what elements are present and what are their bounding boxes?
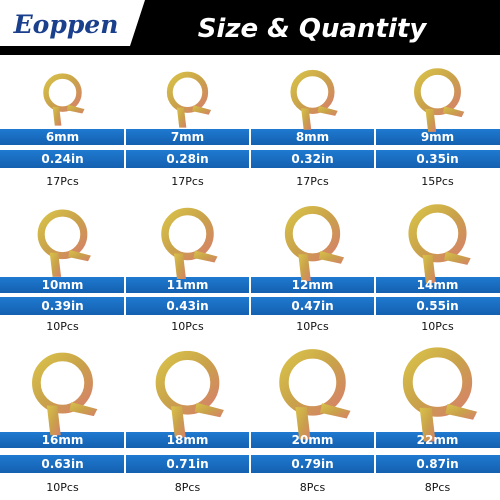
clip-ring	[402, 347, 473, 417]
clip-ring	[32, 352, 93, 414]
brand: Eoppen	[13, 10, 119, 39]
size-mm: 18mm	[167, 433, 209, 447]
clip-image	[402, 347, 478, 442]
clip-tab	[176, 107, 187, 128]
size-mm: 9mm	[421, 130, 454, 144]
quantity: 17Pcs	[46, 175, 79, 188]
size-in: 0.43in	[166, 299, 208, 313]
size-in: 0.79in	[291, 457, 333, 471]
size-mm: 6mm	[46, 130, 79, 144]
clip-tab	[320, 403, 351, 419]
clip-image	[32, 352, 98, 436]
clip-tab	[174, 253, 186, 279]
quantity: 8Pcs	[175, 481, 201, 494]
clip-tab	[317, 105, 338, 116]
clip-image	[161, 207, 218, 279]
clip-tab	[444, 251, 471, 265]
size-in: 0.32in	[291, 152, 333, 166]
size-mm: 20mm	[292, 433, 334, 447]
quantity: 10Pcs	[171, 320, 204, 333]
size-in: 0.55in	[416, 299, 458, 313]
clip-tab	[69, 402, 98, 417]
clip-ring	[414, 68, 461, 116]
clip-tab	[171, 406, 186, 438]
clip-tab	[298, 254, 311, 282]
clip-image	[290, 69, 338, 130]
clip-image	[166, 71, 212, 128]
size-in: 0.47in	[291, 299, 333, 313]
quantity: 8Pcs	[300, 481, 326, 494]
clip-tab	[425, 109, 437, 132]
brand-box	[0, 0, 145, 46]
clip-ring	[43, 73, 82, 112]
size-mm: 11mm	[167, 278, 209, 292]
clip-tab	[68, 249, 91, 262]
clip-tab	[301, 108, 312, 130]
clip-image	[37, 209, 91, 277]
size-mm: 12mm	[292, 278, 334, 292]
clip-tab	[49, 252, 62, 277]
size-mm: 22mm	[417, 433, 459, 447]
clip-ring	[37, 209, 88, 260]
clip-tab	[66, 104, 85, 114]
clip-ring	[155, 350, 220, 415]
clip-ring	[408, 204, 467, 263]
clip-tab	[318, 251, 345, 264]
size-mm: 10mm	[42, 278, 84, 292]
clip-tab	[422, 254, 436, 284]
size-in: 0.87in	[416, 457, 458, 471]
title: Size & Quantity	[198, 14, 428, 44]
quantity: 8Pcs	[425, 481, 451, 494]
size-in: 0.24in	[41, 152, 83, 166]
clip-tab	[192, 105, 212, 115]
quantity: 10Pcs	[296, 320, 329, 333]
clip-image	[279, 349, 351, 440]
size-mm: 8mm	[296, 130, 329, 144]
clip-tab	[295, 407, 311, 440]
clip-tab	[442, 106, 465, 118]
quantity: 15Pcs	[421, 175, 454, 188]
size-mm: 14mm	[417, 278, 459, 292]
clip-tab	[194, 402, 224, 418]
size-mm: 16mm	[42, 433, 84, 447]
size-in: 0.63in	[41, 457, 83, 471]
quantity: 17Pcs	[296, 175, 329, 188]
clip-image	[43, 73, 85, 126]
size-in: 0.28in	[166, 152, 208, 166]
clip-image	[284, 206, 345, 282]
size-mm: 7mm	[171, 130, 204, 144]
clip-tab	[52, 106, 62, 126]
clip-ring	[290, 69, 335, 115]
size-in: 0.39in	[41, 299, 83, 313]
quantity: 17Pcs	[171, 175, 204, 188]
clip-ring	[279, 349, 346, 416]
quantity: 10Pcs	[421, 320, 454, 333]
clip-image	[408, 204, 471, 284]
clip-ring	[284, 206, 341, 262]
clip-tab	[419, 407, 436, 442]
quantity: 10Pcs	[46, 320, 79, 333]
clip-image	[155, 350, 224, 438]
clip-tab	[193, 250, 218, 263]
items-grid: 6mm 0.24in 17Pcs 7mm 0.28in 17Pcs 8mm 0.32in 17P…	[0, 68, 500, 494]
clip-ring	[161, 207, 214, 261]
clip-image	[414, 68, 465, 132]
size-in: 0.71in	[166, 457, 208, 471]
clip-tab	[445, 403, 478, 420]
size-in: 0.35in	[416, 152, 458, 166]
quantity: 10Pcs	[46, 481, 79, 494]
clip-ring	[166, 71, 209, 113]
clip-tab	[46, 405, 61, 436]
